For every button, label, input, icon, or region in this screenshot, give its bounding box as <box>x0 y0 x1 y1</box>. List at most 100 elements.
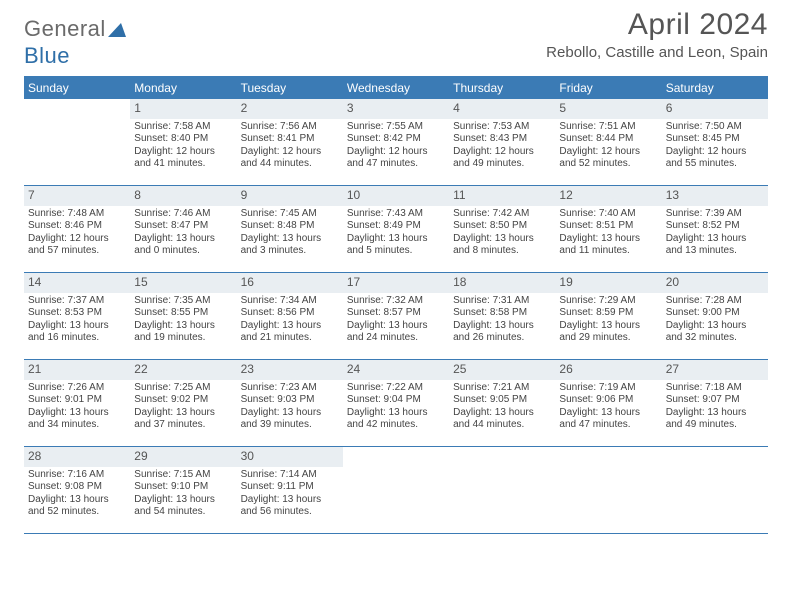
day-header: Monday <box>130 77 236 99</box>
daynum-row: 28 <box>24 447 130 467</box>
day-cell: 16Sunrise: 7:34 AMSunset: 8:56 PMDayligh… <box>237 273 343 359</box>
dl2-line: and 5 minutes. <box>347 245 445 258</box>
sunrise-line: Sunrise: 7:19 AM <box>559 382 657 395</box>
sunrise-line: Sunrise: 7:56 AM <box>241 121 339 134</box>
sunset-line: Sunset: 8:45 PM <box>666 133 764 146</box>
daynum-row: 15 <box>130 273 236 293</box>
daynum-row <box>449 447 555 464</box>
dl2-line: and 44 minutes. <box>241 158 339 171</box>
sunset-line: Sunset: 8:53 PM <box>28 307 126 320</box>
daynum-row: 24 <box>343 360 449 380</box>
dl1-line: Daylight: 13 hours <box>453 407 551 420</box>
dl2-line: and 49 minutes. <box>666 419 764 432</box>
dl1-line: Daylight: 12 hours <box>347 146 445 159</box>
sunset-line: Sunset: 9:00 PM <box>666 307 764 320</box>
sunset-line: Sunset: 9:10 PM <box>134 481 232 494</box>
dl1-line: Daylight: 13 hours <box>453 233 551 246</box>
day-cell: 23Sunrise: 7:23 AMSunset: 9:03 PMDayligh… <box>237 360 343 446</box>
logo-part2: Blue <box>24 43 70 68</box>
sunset-line: Sunset: 8:47 PM <box>134 220 232 233</box>
day-cell: 6Sunrise: 7:50 AMSunset: 8:45 PMDaylight… <box>662 99 768 185</box>
daynum-row <box>24 99 130 116</box>
daynum-row: 9 <box>237 186 343 206</box>
day-number: 22 <box>134 362 147 376</box>
day-cell: 29Sunrise: 7:15 AMSunset: 9:10 PMDayligh… <box>130 447 236 533</box>
sunset-line: Sunset: 8:41 PM <box>241 133 339 146</box>
logo-triangle-icon <box>108 17 126 43</box>
sunset-line: Sunset: 9:03 PM <box>241 394 339 407</box>
day-cell: 22Sunrise: 7:25 AMSunset: 9:02 PMDayligh… <box>130 360 236 446</box>
sunrise-line: Sunrise: 7:21 AM <box>453 382 551 395</box>
day-cell: 8Sunrise: 7:46 AMSunset: 8:47 PMDaylight… <box>130 186 236 272</box>
dl2-line: and 19 minutes. <box>134 332 232 345</box>
sunrise-line: Sunrise: 7:25 AM <box>134 382 232 395</box>
day-number: 21 <box>28 362 41 376</box>
dl2-line: and 55 minutes. <box>666 158 764 171</box>
dl2-line: and 44 minutes. <box>453 419 551 432</box>
dl2-line: and 8 minutes. <box>453 245 551 258</box>
sunset-line: Sunset: 9:08 PM <box>28 481 126 494</box>
day-cell <box>662 447 768 533</box>
day-cell: 15Sunrise: 7:35 AMSunset: 8:55 PMDayligh… <box>130 273 236 359</box>
day-number: 3 <box>347 101 354 115</box>
sunset-line: Sunset: 8:43 PM <box>453 133 551 146</box>
daynum-row: 11 <box>449 186 555 206</box>
title-block: April 2024 Rebollo, Castille and Leon, S… <box>546 8 768 61</box>
sunset-line: Sunset: 8:44 PM <box>559 133 657 146</box>
daynum-row: 17 <box>343 273 449 293</box>
day-number: 18 <box>453 275 466 289</box>
dl1-line: Daylight: 12 hours <box>453 146 551 159</box>
sunset-line: Sunset: 8:57 PM <box>347 307 445 320</box>
dl1-line: Daylight: 13 hours <box>666 320 764 333</box>
dl1-line: Daylight: 13 hours <box>666 407 764 420</box>
day-cell: 30Sunrise: 7:14 AMSunset: 9:11 PMDayligh… <box>237 447 343 533</box>
day-cell: 21Sunrise: 7:26 AMSunset: 9:01 PMDayligh… <box>24 360 130 446</box>
day-number: 8 <box>134 188 141 202</box>
day-number: 30 <box>241 449 254 463</box>
header: General Blue April 2024 Rebollo, Castill… <box>0 0 792 72</box>
sunset-line: Sunset: 9:04 PM <box>347 394 445 407</box>
daynum-row: 12 <box>555 186 661 206</box>
dl1-line: Daylight: 12 hours <box>241 146 339 159</box>
sunrise-line: Sunrise: 7:51 AM <box>559 121 657 134</box>
day-cell: 11 Sunrise: 7:42 AMSunset: 8:50 PMDayligh… <box>449 186 555 272</box>
day-number: 11 <box>453 188 465 202</box>
daynum-row: 21 <box>24 360 130 380</box>
sunset-line: Sunset: 8:51 PM <box>559 220 657 233</box>
dl2-line: and 34 minutes. <box>28 419 126 432</box>
dl2-line: and 52 minutes. <box>28 506 126 519</box>
daynum-row: 27 <box>662 360 768 380</box>
sunrise-line: Sunrise: 7:29 AM <box>559 295 657 308</box>
daynum-row: 18 <box>449 273 555 293</box>
sunrise-line: Sunrise: 7:45 AM <box>241 208 339 221</box>
day-cell: 4Sunrise: 7:53 AMSunset: 8:43 PMDaylight… <box>449 99 555 185</box>
day-cell: 24Sunrise: 7:22 AMSunset: 9:04 PMDayligh… <box>343 360 449 446</box>
day-header: Friday <box>555 77 661 99</box>
sunset-line: Sunset: 9:02 PM <box>134 394 232 407</box>
dl2-line: and 32 minutes. <box>666 332 764 345</box>
day-cell: 5Sunrise: 7:51 AMSunset: 8:44 PMDaylight… <box>555 99 661 185</box>
dl1-line: Daylight: 13 hours <box>559 233 657 246</box>
sunset-line: Sunset: 8:50 PM <box>453 220 551 233</box>
sunset-line: Sunset: 8:49 PM <box>347 220 445 233</box>
dl1-line: Daylight: 13 hours <box>134 494 232 507</box>
sunrise-line: Sunrise: 7:28 AM <box>666 295 764 308</box>
dl1-line: Daylight: 13 hours <box>28 407 126 420</box>
day-number: 1 <box>134 101 141 115</box>
sunset-line: Sunset: 8:42 PM <box>347 133 445 146</box>
dl2-line: and 52 minutes. <box>559 158 657 171</box>
day-cell: 9Sunrise: 7:45 AMSunset: 8:48 PMDaylight… <box>237 186 343 272</box>
sunrise-line: Sunrise: 7:42 AM <box>453 208 551 221</box>
dl2-line: and 24 minutes. <box>347 332 445 345</box>
day-cell: 14Sunrise: 7:37 AMSunset: 8:53 PMDayligh… <box>24 273 130 359</box>
day-cell: 28Sunrise: 7:16 AMSunset: 9:08 PMDayligh… <box>24 447 130 533</box>
day-number: 29 <box>134 449 147 463</box>
day-number: 13 <box>666 188 679 202</box>
dl2-line: and 47 minutes. <box>559 419 657 432</box>
day-number: 25 <box>453 362 466 376</box>
sunset-line: Sunset: 9:11 PM <box>241 481 339 494</box>
daynum-row: 2 <box>237 99 343 119</box>
logo-part1: General <box>24 16 106 41</box>
sunset-line: Sunset: 8:59 PM <box>559 307 657 320</box>
week-row: 28Sunrise: 7:16 AMSunset: 9:08 PMDayligh… <box>24 447 768 534</box>
